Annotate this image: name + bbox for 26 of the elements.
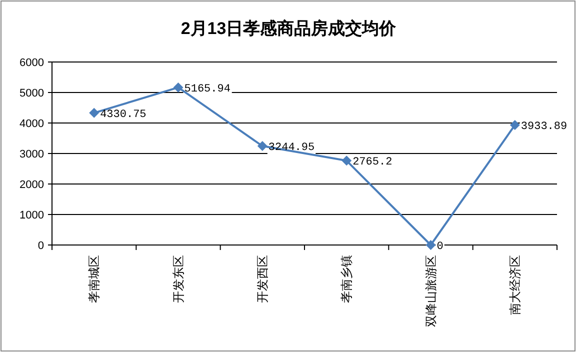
y-tick-label: 1000 [20, 210, 44, 222]
x-tick-label: 开发东区 [171, 255, 186, 303]
point [257, 141, 268, 152]
x-tick-label: 南大经济区 [508, 255, 522, 315]
y-tick-label: 0 [38, 240, 44, 252]
x-tick-label: 孝南城区 [87, 255, 102, 303]
point [510, 120, 520, 130]
data-label: 3933.89 [520, 121, 568, 134]
point [426, 240, 436, 250]
y-tick-label: 2000 [20, 179, 44, 191]
data-label: 3244.95 [268, 142, 315, 154]
y-tick-label: 5000 [20, 88, 44, 100]
point [342, 156, 352, 166]
y-tick-label: 3000 [20, 148, 44, 160]
x-tick-label: 孝南乡镇 [340, 255, 354, 303]
point [173, 82, 184, 92]
x-tick-label: 双峰山旅游区 [424, 255, 438, 327]
y-tick-label: 4000 [20, 118, 44, 130]
y-tick-label: 6000 [20, 57, 44, 69]
point [89, 108, 100, 118]
data-label: 2765.2 [352, 156, 392, 169]
data-label: 5165.94 [184, 83, 231, 96]
x-tick-label: 开发西区 [255, 255, 270, 303]
chart-title: 2月13日孝感商品房成交均价 [180, 19, 398, 38]
data-label: 0 [436, 241, 444, 253]
data-label: 4330.75 [100, 108, 146, 121]
